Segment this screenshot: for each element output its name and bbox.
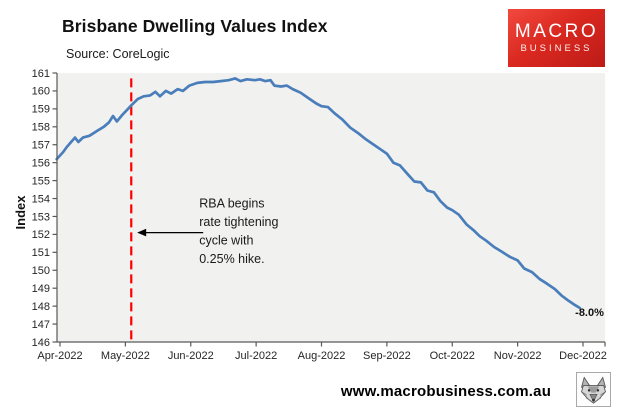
- annotation-arrow-head: [137, 228, 147, 237]
- logo-text-macro: MACRO: [514, 20, 599, 42]
- y-axis-tick-label: 159: [32, 104, 50, 116]
- footer-url[interactable]: www.macrobusiness.com.au: [340, 383, 552, 400]
- y-axis-title: Index: [13, 195, 28, 230]
- y-axis-tick-label: 150: [32, 265, 50, 277]
- x-axis-tick-label: Jun-2022: [168, 350, 214, 362]
- x-axis-tick-label: Sep-2022: [363, 350, 411, 362]
- y-axis-tick-label: 158: [32, 122, 50, 134]
- logo-text-business: BUSINESS: [520, 42, 593, 54]
- wolf-icon: [576, 372, 611, 407]
- y-axis-tick-label: 156: [32, 157, 50, 169]
- macrobusiness-logo: MACRO BUSINESS: [508, 9, 605, 67]
- x-axis-tick-label: Nov-2022: [494, 350, 542, 362]
- index-series-line: [55, 77, 582, 310]
- page-title: Brisbane Dwelling Values Index: [62, 16, 328, 36]
- end-change-label: -8.0%: [575, 307, 604, 319]
- y-axis-tick-label: 153: [32, 211, 50, 223]
- x-axis-tick-label: Jul-2022: [235, 350, 277, 362]
- annotation-text-line: 0.25% hike.: [199, 252, 264, 266]
- x-axis-tick-label: Oct-2022: [430, 350, 475, 362]
- x-axis-tick-label: Apr-2022: [37, 350, 82, 362]
- y-axis-tick-label: 148: [32, 301, 50, 313]
- x-axis-tick-label: Dec-2022: [559, 350, 607, 362]
- y-axis-tick-label: 161: [32, 68, 50, 80]
- annotation-text-line: cycle with: [199, 234, 253, 248]
- annotation-text-line: rate tightening: [199, 215, 278, 229]
- y-axis-tick-label: 154: [32, 193, 50, 205]
- y-axis-tick-label: 157: [32, 140, 50, 152]
- plot-area: [57, 73, 605, 342]
- x-axis-tick-label: May-2022: [101, 350, 150, 362]
- y-axis-tick-label: 147: [32, 319, 50, 331]
- x-axis-tick-label: Aug-2022: [298, 350, 346, 362]
- y-axis-tick-label: 152: [32, 229, 50, 241]
- y-axis-tick-label: 146: [32, 337, 50, 349]
- y-axis-tick-label: 149: [32, 283, 50, 295]
- y-axis-tick-label: 155: [32, 175, 50, 187]
- source-label: Source: CoreLogic: [66, 47, 170, 61]
- wolf-icon-drawing: [580, 376, 607, 404]
- annotation-text-line: RBA begins: [199, 197, 264, 211]
- y-axis-tick-label: 151: [32, 247, 50, 259]
- y-axis-tick-label: 160: [32, 86, 50, 98]
